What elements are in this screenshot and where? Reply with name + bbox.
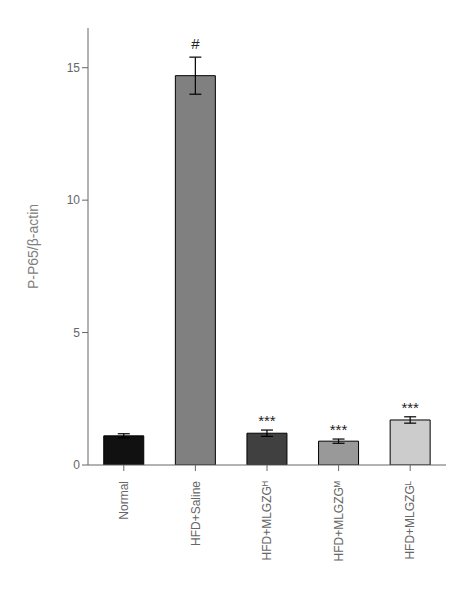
svg-text:5: 5 — [73, 326, 80, 340]
svg-text:15: 15 — [67, 61, 81, 75]
svg-text:HFD+MLGZGᴴ: HFD+MLGZGᴴ — [260, 481, 274, 560]
svg-text:HFD+Saline: HFD+Saline — [189, 481, 203, 546]
svg-text:Normal: Normal — [117, 481, 131, 520]
svg-text:***: *** — [330, 421, 348, 438]
svg-text:10: 10 — [67, 193, 81, 207]
svg-text:***: *** — [258, 412, 276, 429]
svg-text:P-P65/β-actin: P-P65/β-actin — [25, 204, 41, 289]
svg-text:0: 0 — [73, 458, 80, 472]
svg-text:#: # — [191, 35, 200, 52]
svg-text:***: *** — [401, 399, 419, 416]
svg-text:HFD+MLGZGᴹ: HFD+MLGZGᴹ — [332, 481, 346, 561]
svg-text:HFD+MLGZGᴸ: HFD+MLGZGᴸ — [403, 481, 417, 560]
